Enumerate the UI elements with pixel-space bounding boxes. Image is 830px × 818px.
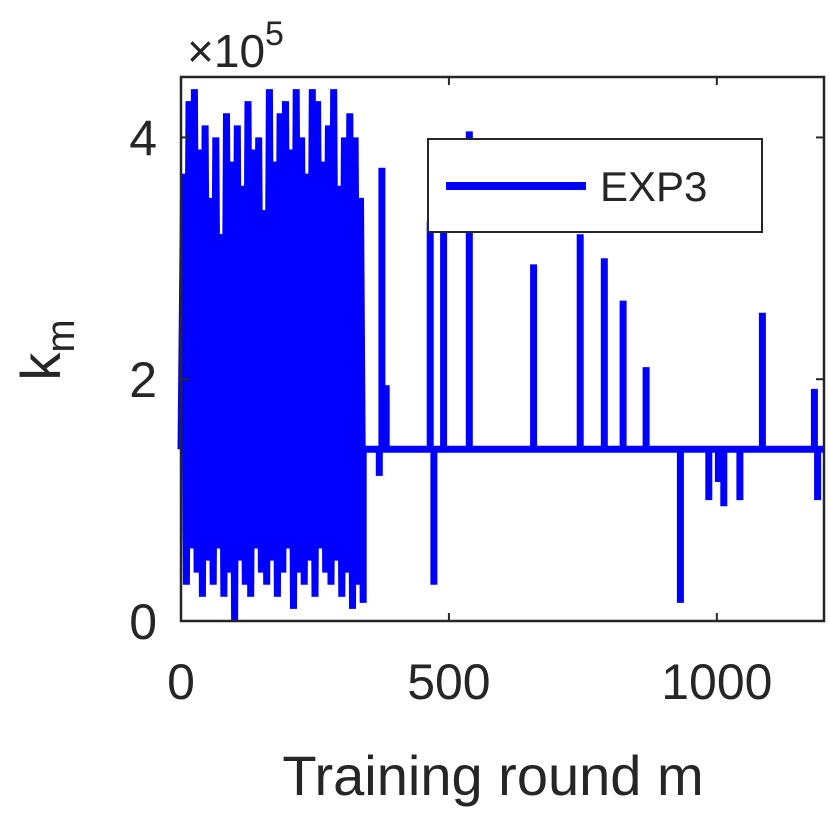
series-exp3-line [177, 89, 824, 622]
y-axis-title: km [9, 319, 83, 380]
x-tick-label: 0 [167, 654, 195, 710]
legend: EXP3 [427, 138, 763, 233]
y-tick-label: 0 [129, 594, 157, 650]
y-axis-title-main: k [9, 352, 72, 381]
y-tick-label: 4 [129, 110, 157, 166]
y-axis-title-subscript: m [39, 319, 83, 352]
x-tick-label: 1000 [661, 654, 772, 710]
x-axis-title: Training round m [282, 744, 703, 807]
y-exponent-value: 5 [265, 15, 284, 53]
y-tick-label: 2 [129, 352, 157, 408]
axes-box [179, 75, 826, 623]
x-tick-label: 500 [407, 654, 490, 710]
ticks-layer: 0 500 1000 0 2 4 [129, 77, 824, 710]
legend-label: EXP3 [600, 163, 707, 210]
series-layer [177, 89, 824, 622]
y-exponent-label: ×105 [187, 15, 284, 77]
y-exponent-prefix: ×10 [187, 25, 265, 77]
